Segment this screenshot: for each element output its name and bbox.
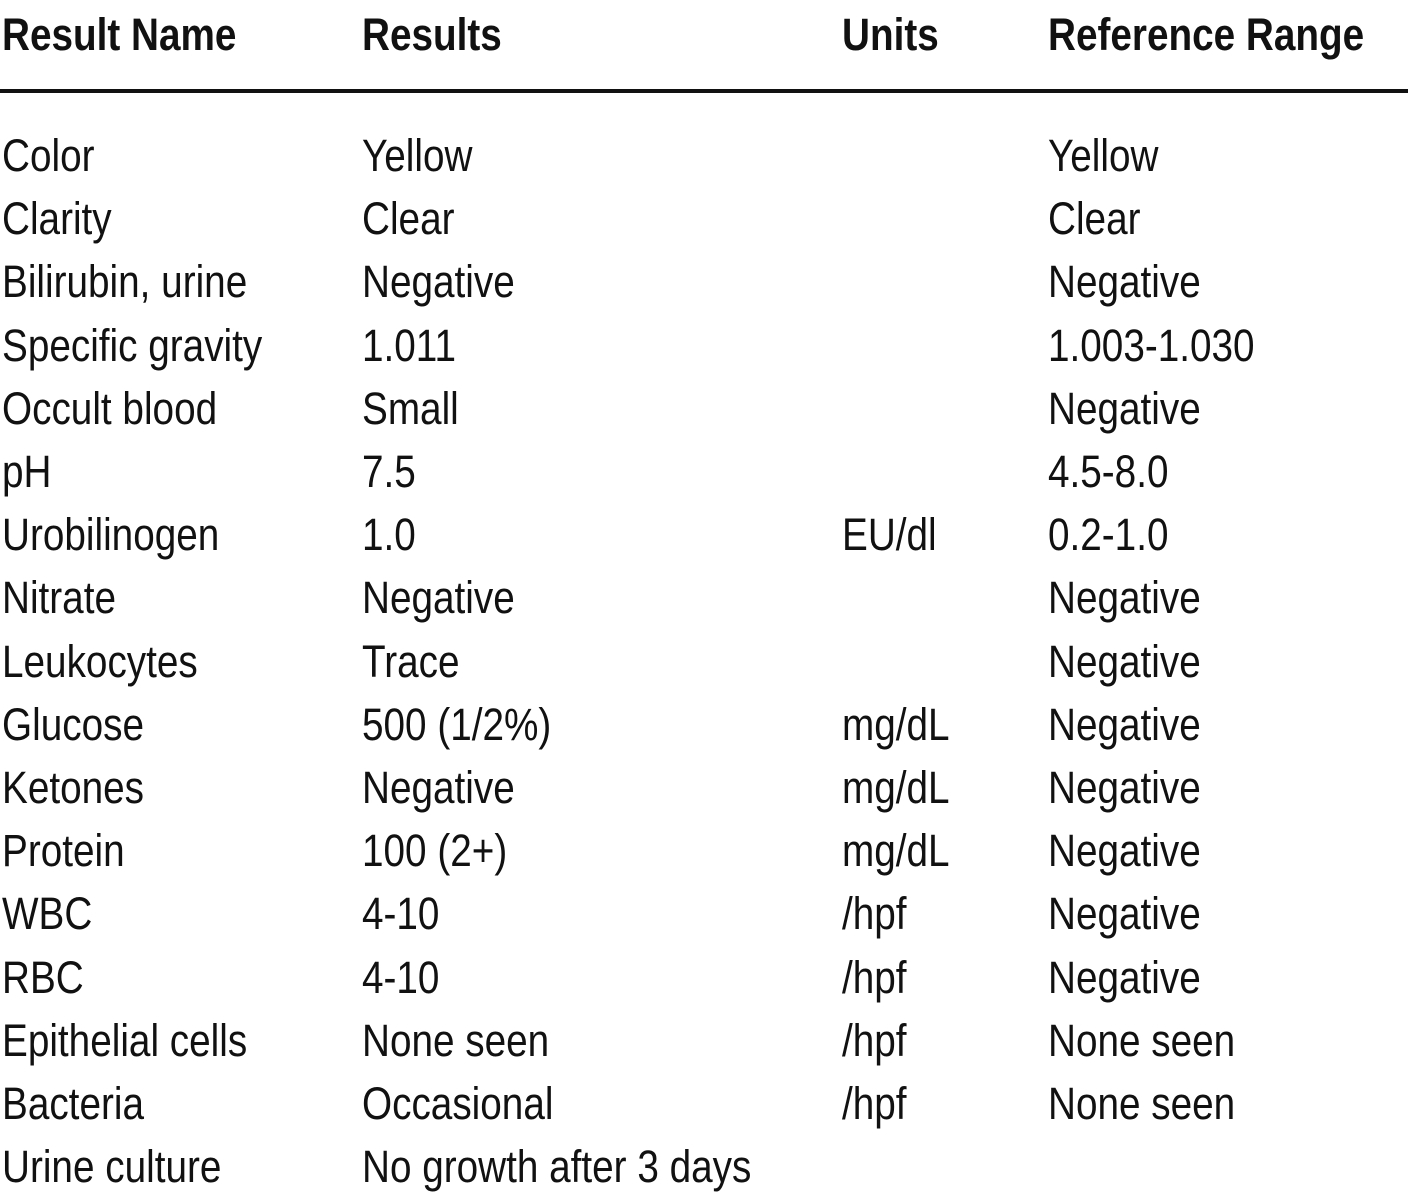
cell-name: pH [2,446,52,497]
cell-result: 1.0 [362,509,416,561]
cell-name: Clarity [2,193,112,245]
cell-units: mg/dL [842,825,950,877]
cell-result: Yellow [362,130,473,181]
cell-result: Occasional [362,1078,554,1129]
cell-result: Clear [362,193,455,245]
cell-name: Urobilinogen [2,509,220,561]
cell-reference: Yellow [1048,130,1159,181]
cell-name: Occult blood [2,382,218,434]
cell-units: /hpf [842,951,907,1003]
cell-reference: Negative [1048,698,1201,750]
cell-units: /hpf [842,888,907,940]
cell-result: 7.5 [362,446,416,497]
cell-result: Small [362,382,459,434]
cell-units: /hpf [842,1014,907,1066]
column-header: Units [842,9,939,60]
header-rule [0,89,1408,93]
cell-name: Color [2,130,95,181]
cell-result: 100 (2+) [362,825,508,877]
cell-reference: None seen [1048,1078,1236,1129]
cell-result: Negative [362,256,515,308]
cell-reference: Negative [1048,635,1201,687]
cell-result: 4-10 [362,888,440,940]
cell-units: EU/dl [842,509,937,561]
cell-result: Negative [362,572,515,624]
cell-name: Bilirubin, urine [2,256,248,308]
cell-name: Urine culture [2,1141,222,1193]
cell-name: Leukocytes [2,635,198,687]
column-header: Results [362,9,502,60]
cell-reference: 1.003-1.030 [1048,319,1255,371]
cell-result: Trace [362,635,460,687]
cell-name: Glucose [2,698,144,750]
cell-reference: 4.5-8.0 [1048,446,1169,497]
cell-name: Epithelial cells [2,1014,248,1066]
cell-reference: None seen [1048,1014,1236,1066]
cell-name: Bacteria [2,1078,144,1129]
cell-result: 1.011 [362,319,456,371]
cell-reference: 0.2-1.0 [1048,509,1169,561]
cell-name: Protein [2,825,125,877]
cell-result: 500 (1/2%) [362,698,552,750]
column-header: Result Name [2,9,237,60]
cell-result: No growth after 3 days [362,1141,752,1193]
column-header: Reference Range [1048,9,1365,60]
cell-reference: Negative [1048,825,1201,877]
cell-reference: Negative [1048,762,1201,813]
cell-name: Ketones [2,762,145,813]
cell-name: Nitrate [2,572,116,624]
cell-reference: Negative [1048,382,1201,434]
cell-reference: Negative [1048,951,1201,1003]
cell-reference: Negative [1048,572,1201,624]
cell-reference: Clear [1048,193,1141,245]
cell-units: mg/dL [842,762,950,813]
cell-result: Negative [362,762,515,813]
cell-name: WBC [2,888,93,940]
cell-reference: Negative [1048,888,1201,940]
cell-name: RBC [2,951,84,1003]
cell-units: /hpf [842,1078,907,1129]
cell-result: 4-10 [362,951,440,1003]
cell-reference: Negative [1048,256,1201,308]
cell-name: Specific gravity [2,319,263,371]
cell-result: None seen [362,1014,550,1066]
cell-units: mg/dL [842,698,950,750]
